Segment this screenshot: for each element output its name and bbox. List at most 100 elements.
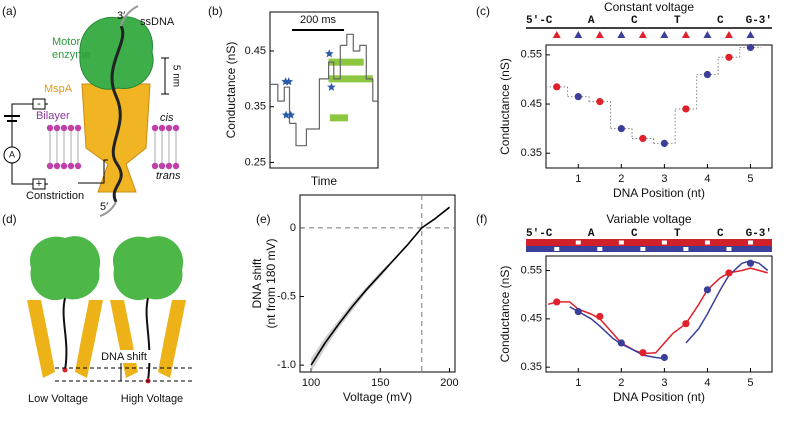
star-marker <box>286 110 296 119</box>
y-tick-label: -0.5 <box>277 290 296 302</box>
ammeter <box>3 146 21 164</box>
y-tick-label: 0.45 <box>245 45 266 57</box>
sequence-letter: T <box>674 15 681 27</box>
plus-label: + <box>36 178 42 190</box>
header-title: Variable voltage <box>606 212 691 226</box>
position-marker <box>703 31 712 38</box>
ammeter-label: A <box>9 149 15 159</box>
label-bg <box>95 350 153 363</box>
highlight-bar <box>328 75 373 83</box>
model-curve <box>569 260 769 360</box>
bilayer-label: Bilayer <box>36 110 70 122</box>
high-label: High Voltage <box>121 393 183 405</box>
x-tick-label: 3 <box>661 377 667 389</box>
y-axis-label: (nt from 180 mV) <box>264 238 278 328</box>
data-point <box>703 286 712 294</box>
position-marker <box>726 247 732 251</box>
x-axis-label: Time <box>311 174 338 188</box>
motor-label: Motor <box>52 36 80 48</box>
position-marker <box>661 240 667 245</box>
x-axis-label: DNA Position (nt) <box>613 186 705 200</box>
y-tick-label: 0.55 <box>521 264 542 276</box>
data-point <box>596 312 604 321</box>
y-axis-label: Conductance (nS) <box>498 58 512 155</box>
position-marker <box>660 31 669 38</box>
star-marker <box>325 49 334 58</box>
position-marker <box>681 31 690 38</box>
y-axis-label: Conductance (nS) <box>224 42 238 139</box>
position-marker <box>575 240 581 245</box>
bilayer <box>46 124 180 170</box>
three-prime: 3′ <box>117 10 125 22</box>
x-tick-label: 4 <box>704 173 710 185</box>
lipid-head <box>53 162 61 170</box>
x-tick-label: 4 <box>704 377 710 389</box>
data-point <box>596 97 604 106</box>
position-marker <box>554 247 560 251</box>
electrode <box>32 178 46 190</box>
data-point <box>682 320 690 328</box>
position-marker <box>638 31 647 38</box>
star-marker <box>327 82 336 91</box>
y-axis-label: Conductance (nS) <box>498 266 512 363</box>
trans-label: trans <box>156 170 181 182</box>
x-tick-label: 1 <box>575 173 581 185</box>
dna-end <box>62 367 68 373</box>
trace <box>270 33 378 147</box>
y-axis-label: DNA shift <box>250 258 264 309</box>
five-prime: 5′ <box>100 201 108 213</box>
x-tick-label: 2 <box>618 377 624 389</box>
pore-arm <box>110 300 138 378</box>
data-point <box>553 298 561 306</box>
sequence-letter: 5′-C <box>526 228 553 240</box>
y-tick-label: 0.25 <box>245 156 266 168</box>
y-tick-label: 0.45 <box>521 98 542 110</box>
model-curve <box>547 267 768 355</box>
lipid-head <box>67 162 75 170</box>
data-point <box>574 307 582 316</box>
lipid-head <box>46 162 54 170</box>
voltage-bar <box>526 246 772 252</box>
position-marker <box>574 31 583 38</box>
lipid-head <box>165 162 173 170</box>
position-marker <box>724 31 733 38</box>
position-marker <box>640 247 646 251</box>
lipid-head <box>53 124 61 132</box>
lipid-head <box>158 124 166 132</box>
lipid-head <box>158 162 166 170</box>
lipid-head <box>172 124 180 132</box>
x-tick-label: 150 <box>371 377 389 389</box>
panel-d: DNA shift Low Voltage High Voltage <box>27 236 192 405</box>
x-axis-label: Voltage (mV) <box>343 390 412 404</box>
position-marker <box>597 247 603 251</box>
highlight-bar <box>328 58 364 66</box>
data-point <box>725 53 733 61</box>
position-marker <box>704 240 710 245</box>
position-marker <box>747 240 753 245</box>
highlight-bar <box>329 114 349 122</box>
data-point <box>660 139 668 147</box>
panel-label: (f) <box>476 212 487 226</box>
pore-arm <box>27 300 55 378</box>
sequence-letter: T <box>674 228 681 240</box>
data-point <box>725 269 733 277</box>
lipid-head <box>165 124 173 132</box>
panel-label: (a) <box>2 4 17 18</box>
lipid-head <box>151 124 159 132</box>
scale-label: 5 nm <box>170 65 181 87</box>
data-point <box>639 349 647 357</box>
dna <box>110 25 125 203</box>
minus-label: - <box>37 98 41 110</box>
constriction-pointer <box>78 159 108 184</box>
y-tick-label: 0.35 <box>521 147 542 159</box>
plot-frame <box>545 255 773 373</box>
low-label: Low Voltage <box>28 393 88 405</box>
pore-arm <box>75 300 103 378</box>
sequence-letter: A <box>588 228 595 240</box>
sequence-letter: C <box>717 228 724 240</box>
sequence-letter: A <box>588 15 595 27</box>
lipid-head <box>67 124 75 132</box>
header-title: Constant voltage <box>604 0 694 14</box>
lipid-head <box>172 162 180 170</box>
